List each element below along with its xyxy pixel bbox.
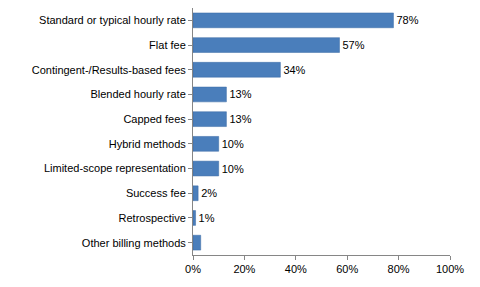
- svg-text:Retrospective: Retrospective: [119, 212, 186, 224]
- svg-text:10%: 10%: [222, 138, 244, 150]
- svg-text:Other billing methods: Other billing methods: [82, 237, 186, 249]
- svg-text:Capped fees: Capped fees: [123, 113, 186, 125]
- svg-text:2%: 2%: [201, 187, 217, 199]
- svg-text:20%: 20%: [233, 263, 255, 275]
- svg-text:Contingent-/Results-based fees: Contingent-/Results-based fees: [32, 64, 187, 76]
- svg-text:13%: 13%: [229, 88, 251, 100]
- svg-text:13%: 13%: [229, 113, 251, 125]
- svg-text:60%: 60%: [336, 263, 358, 275]
- svg-text:10%: 10%: [222, 163, 244, 175]
- svg-text:Blended hourly rate: Blended hourly rate: [90, 88, 185, 100]
- svg-text:80%: 80%: [388, 263, 410, 275]
- svg-text:78%: 78%: [396, 14, 418, 26]
- svg-text:Standard or typical hourly rat: Standard or typical hourly rate: [39, 14, 186, 26]
- svg-text:Hybrid methods: Hybrid methods: [109, 138, 187, 150]
- svg-text:Flat fee: Flat fee: [149, 39, 186, 51]
- svg-text:57%: 57%: [342, 39, 364, 51]
- svg-text:40%: 40%: [285, 263, 307, 275]
- svg-text:34%: 34%: [283, 64, 305, 76]
- svg-text:100%: 100%: [436, 263, 464, 275]
- svg-text:1%: 1%: [199, 212, 215, 224]
- svg-text:Success fee: Success fee: [126, 187, 186, 199]
- svg-text:0%: 0%: [185, 263, 201, 275]
- svg-text:Limited-scope representation: Limited-scope representation: [44, 162, 186, 174]
